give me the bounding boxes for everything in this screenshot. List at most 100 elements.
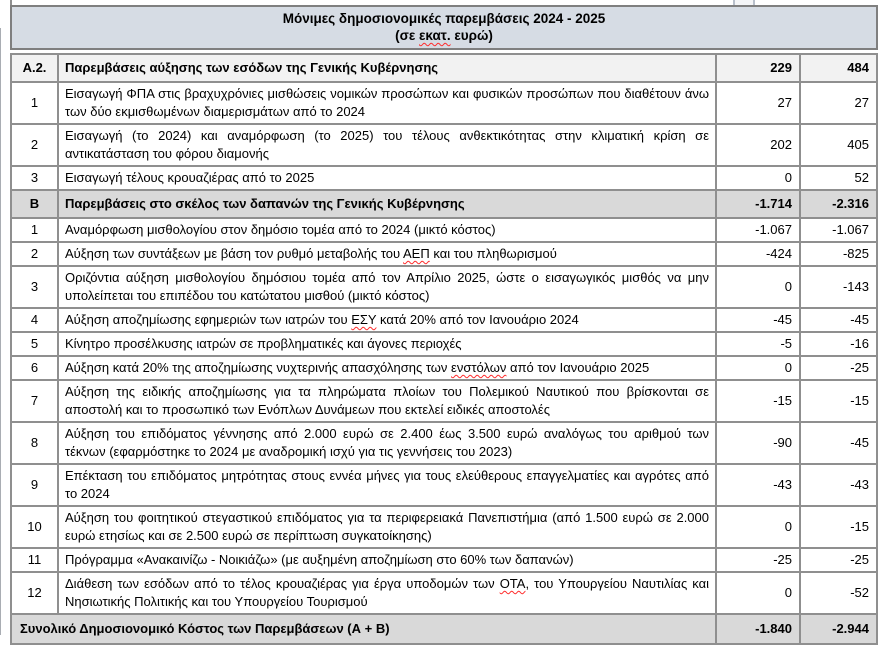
row-description-cell: Αναμόρφωση μισθολογίου στον δημόσιο τομέ… (57, 217, 717, 243)
row-description-cell: Πρόγραμμα «Ανακαινίζω - Νοικιάζω» (με αυ… (57, 547, 717, 573)
table-row: 7 Αύξηση της ειδικής αποζημίωσης για τα π… (10, 379, 878, 423)
row-value-col1-cell: 0 (715, 505, 801, 549)
table-row: 1 Εισαγωγή ΦΠΑ στις βραχυχρόνιες μισθώσει… (10, 81, 878, 125)
row-number-cell: 3 (10, 265, 59, 309)
row-number-cell: 9 (10, 463, 59, 507)
row-value-col2-cell: -15 (799, 505, 878, 549)
row-value-col1-cell: -90 (715, 421, 801, 465)
row-value-col1-cell: -424 (715, 241, 801, 267)
row-value-col2-cell: -45 (799, 307, 878, 333)
table-row: 2 Αύξηση των συντάξεων με βάση τον ρυθμό … (10, 241, 878, 267)
table-title-line2: (σε εκατ. ευρώ) (395, 28, 493, 43)
row-value-col2-cell: -25 (799, 355, 878, 381)
row-number-cell: 2 (10, 123, 59, 167)
row-value-col1-cell: -1.840 (715, 613, 801, 645)
table-row: 5 Κίνητρο προσέλκυσης ιατρών σε προβληματ… (10, 331, 878, 357)
spellcheck-underline: ΕΣΥ (351, 312, 377, 327)
row-description-cell: Αύξηση κατά 20% της αποζημίωσης νυχτεριν… (57, 355, 717, 381)
section-header-row: Α.2. Παρεμβάσεις αύξησης των εσόδων της Γ… (10, 53, 878, 83)
row-number-cell: 7 (10, 379, 59, 423)
row-description-cell: Εισαγωγή (το 2024) και αναμόρφωση (το 20… (57, 123, 717, 167)
table-row: 4 Αύξηση αποζημίωσης εφημεριών των ιατρών… (10, 307, 878, 333)
row-number-cell: 10 (10, 505, 59, 549)
table-row: 3 Εισαγωγή τέλους κρουαζιέρας από το 2025… (10, 165, 878, 191)
total-label-cell: Συνολικό Δημοσιονομικό Κόστος των Παρεμβ… (10, 613, 717, 645)
table-row: 6 Αύξηση κατά 20% της αποζημίωσης νυχτερι… (10, 355, 878, 381)
row-value-col2-cell: -2.316 (799, 189, 878, 219)
table-row: 2 Εισαγωγή (το 2024) και αναμόρφωση (το 2… (10, 123, 878, 167)
table-row: 10 Αύξηση του φοιτητικού στεγαστικού επιδ… (10, 505, 878, 549)
spellcheck-underline: ΑΕΠ (403, 246, 430, 261)
row-value-col2-cell: -825 (799, 241, 878, 267)
row-value-col2-cell: -15 (799, 379, 878, 423)
row-number-cell: 5 (10, 331, 59, 357)
row-description-cell: Αύξηση της ειδικής αποζημίωσης για τα πλ… (57, 379, 717, 423)
page-edge-artifact (0, 28, 1, 635)
row-value-col2-cell: -25 (799, 547, 878, 573)
section-header-row: Β Παρεμβάσεις στο σκέλος των δαπανών της … (10, 189, 878, 219)
table-row: 11 Πρόγραμμα «Ανακαινίζω - Νοικιάζω» (με … (10, 547, 878, 573)
row-description-cell: Εισαγωγή ΦΠΑ στις βραχυχρόνιες μισθώσεις… (57, 81, 717, 125)
row-number-cell: 12 (10, 571, 59, 615)
row-value-col2-cell: 405 (799, 123, 878, 167)
table-row: 9 Επέκταση του επιδόματος μητρότητας στου… (10, 463, 878, 507)
row-value-col2-cell: -143 (799, 265, 878, 309)
row-number-cell: 3 (10, 165, 59, 191)
table-title: Μόνιμες δημοσιονομικές παρεμβάσεις 2024 … (10, 5, 878, 50)
row-value-col1-cell: -1.714 (715, 189, 801, 219)
row-number-cell: 8 (10, 421, 59, 465)
row-value-col1-cell: 0 (715, 165, 801, 191)
fiscal-table-document: Μόνιμες δημοσιονομικές παρεμβάσεις 2024 … (10, 5, 878, 645)
row-description-cell: Οριζόντια αύξηση μισθολογίου δημόσιου το… (57, 265, 717, 309)
row-description-cell: Εισαγωγή τέλους κρουαζιέρας από το 2025 (57, 165, 717, 191)
row-value-col1-cell: 0 (715, 571, 801, 615)
table-row: 12 Διάθεση των εσόδων από το τέλος κρουαζ… (10, 571, 878, 615)
row-number-cell: Β (10, 189, 59, 219)
row-description-cell: Αύξηση του φοιτητικού στεγαστικού επιδόμ… (57, 505, 717, 549)
row-value-col1-cell: 0 (715, 265, 801, 309)
row-number-cell: 11 (10, 547, 59, 573)
row-value-col1-cell: 229 (715, 53, 801, 83)
row-description-cell: Κίνητρο προσέλκυσης ιατρών σε προβληματι… (57, 331, 717, 357)
row-number-cell: 1 (10, 217, 59, 243)
spellcheck-underline: ενστόλων (451, 360, 507, 375)
row-value-col2-cell: 52 (799, 165, 878, 191)
table-title-line1: Μόνιμες δημοσιονομικές παρεμβάσεις 2024 … (282, 11, 606, 26)
row-value-col1-cell: 27 (715, 81, 801, 125)
row-description-cell: Παρεμβάσεις στο σκέλος των δαπανών της Γ… (57, 189, 717, 219)
row-value-col1-cell: -5 (715, 331, 801, 357)
row-value-col2-cell: -1.067 (799, 217, 878, 243)
row-number-cell: 6 (10, 355, 59, 381)
row-description-cell: Αύξηση των συντάξεων με βάση τον ρυθμό μ… (57, 241, 717, 267)
spellcheck-underline: εκατ. (419, 28, 451, 43)
row-value-col1-cell: -15 (715, 379, 801, 423)
row-number-cell: Α.2. (10, 53, 59, 83)
row-value-col1-cell: -1.067 (715, 217, 801, 243)
row-value-col2-cell: -16 (799, 331, 878, 357)
row-value-col2-cell: -2.944 (799, 613, 878, 645)
row-number-cell: 1 (10, 81, 59, 125)
row-value-col2-cell: -45 (799, 421, 878, 465)
row-value-col1-cell: 0 (715, 355, 801, 381)
row-description-cell: Επέκταση του επιδόματος μητρότητας στους… (57, 463, 717, 507)
row-description-cell: Παρεμβάσεις αύξησης των εσόδων της Γενικ… (57, 53, 717, 83)
row-value-col1-cell: 202 (715, 123, 801, 167)
total-row: Συνολικό Δημοσιονομικό Κόστος των Παρεμβ… (10, 613, 878, 645)
row-number-cell: 4 (10, 307, 59, 333)
row-description-cell: Αύξηση του επιδόματος γέννησης από 2.000… (57, 421, 717, 465)
row-value-col2-cell: 27 (799, 81, 878, 125)
row-description-cell: Αύξηση αποζημίωσης εφημεριών των ιατρών … (57, 307, 717, 333)
table-row: 8 Αύξηση του επιδόματος γέννησης από 2.00… (10, 421, 878, 465)
row-value-col2-cell: -43 (799, 463, 878, 507)
table-row: 3 Οριζόντια αύξηση μισθολογίου δημόσιου τ… (10, 265, 878, 309)
table-row: 1 Αναμόρφωση μισθολογίου στον δημόσιο τομ… (10, 217, 878, 243)
table-border-stub-artifact (10, 0, 12, 6)
row-number-cell: 2 (10, 241, 59, 267)
fiscal-measures-table: Α.2. Παρεμβάσεις αύξησης των εσόδων της Γ… (10, 53, 878, 645)
spellcheck-underline: ΟΤΑ (499, 576, 526, 591)
row-description-cell: Διάθεση των εσόδων από το τέλος κρουαζιέ… (57, 571, 717, 615)
row-value-col1-cell: -45 (715, 307, 801, 333)
row-value-col2-cell: 484 (799, 53, 878, 83)
row-value-col1-cell: -43 (715, 463, 801, 507)
